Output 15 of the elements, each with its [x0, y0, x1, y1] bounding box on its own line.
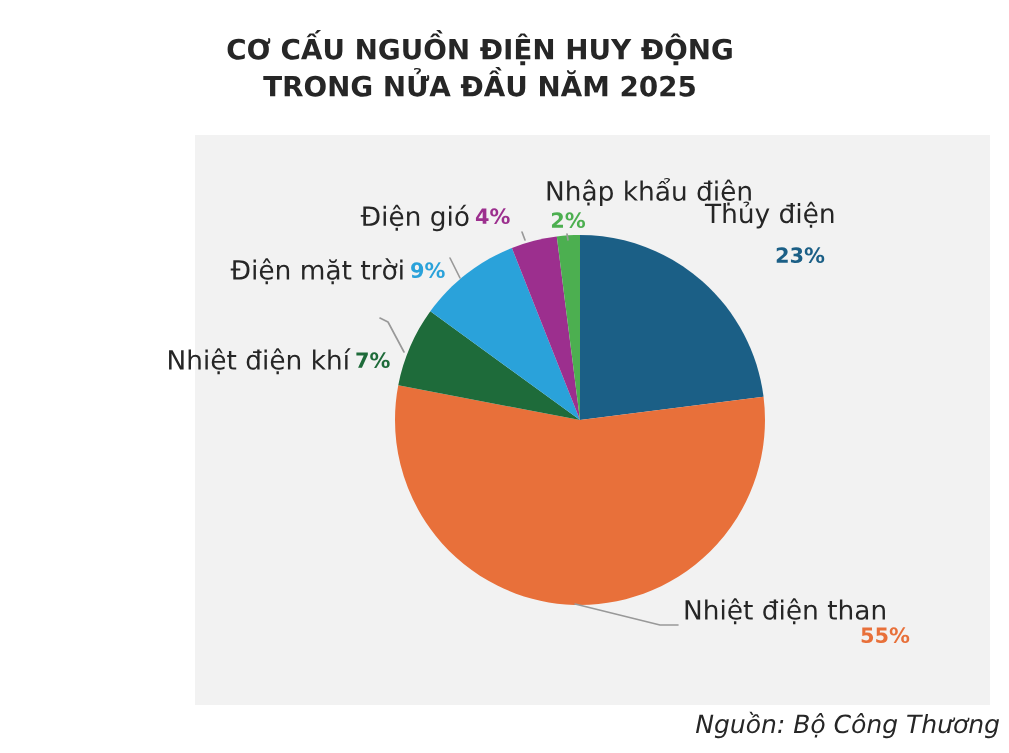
data-label: 9% [411, 262, 445, 279]
pie-slice [511, 236, 580, 420]
chart-title: CƠ CẤU NGUỒN ĐIỆN HUY ĐỘNG TRONG NỬA ĐẦU NĂM 2025 [227, 30, 732, 97]
data-label: 4% [475, 208, 510, 225]
slice-label: Nhiệt điện khí [169, 348, 351, 375]
pie-slice [398, 311, 580, 420]
data-label: 7% [356, 352, 390, 369]
data-label: 2% [551, 212, 586, 229]
slice-label: Điện gió [360, 204, 469, 232]
slice-label: Nhiệt điện than [685, 598, 885, 625]
data-label: 23% [776, 247, 825, 264]
pie-slice [580, 235, 764, 420]
slice-label: Điện mặt trời [230, 258, 403, 285]
text: Nguồn: Bộ Công Thương [695, 711, 1000, 739]
data-label: 55% [861, 627, 910, 644]
